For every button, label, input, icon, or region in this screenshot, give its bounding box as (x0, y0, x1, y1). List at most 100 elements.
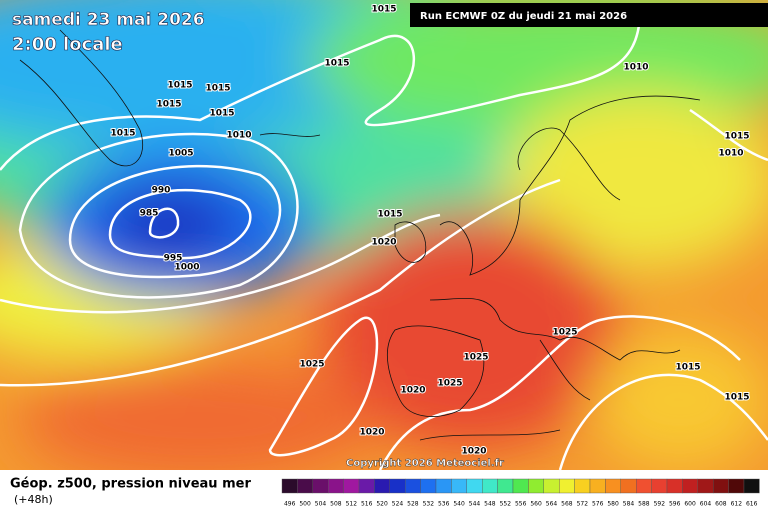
scale-swatch (589, 478, 606, 494)
scale-swatch (358, 478, 375, 494)
isobar-label: 1005 (168, 149, 193, 159)
scale-label: 600 (684, 501, 696, 508)
map-date: samedi 23 mai 2026 (12, 10, 205, 30)
isobar-label: 1025 (299, 360, 324, 370)
isobar-label: 1015 (377, 210, 402, 220)
scale-label: 596 (669, 501, 681, 508)
isobar-label: 1010 (226, 131, 251, 141)
scale-label: 616 (746, 501, 758, 508)
scale-swatch (682, 478, 699, 494)
scale-label: 580 (607, 501, 619, 508)
scale-swatch (497, 478, 514, 494)
scale-swatch (574, 478, 591, 494)
isobar-label: 1015 (675, 363, 700, 373)
scale-swatch (374, 478, 390, 494)
isobar-label: 1015 (324, 59, 349, 69)
scale-swatch (328, 478, 344, 494)
scale-label: 584 (623, 501, 635, 508)
isobar-label: 985 (140, 209, 159, 219)
scale-label: 608 (715, 501, 727, 508)
isobar-label: 1015 (167, 81, 192, 91)
scale-swatch (559, 478, 575, 494)
isobar-label: 1015 (371, 5, 396, 15)
isobar-label: 1020 (371, 238, 396, 248)
scale-label: 512 (346, 501, 358, 508)
scale-swatch (281, 478, 298, 494)
scale-label: 496 (284, 501, 296, 508)
scale-swatch (435, 478, 452, 494)
scale-swatch (466, 478, 483, 494)
scale-label: 556 (515, 501, 527, 508)
scale-label: 540 (453, 501, 465, 508)
isobar-label: 1010 (718, 149, 743, 159)
coastlines (19, 29, 701, 441)
scale-label: 520 (376, 501, 388, 508)
isobar-label: 1025 (463, 353, 488, 363)
lead-time: (+48h) (14, 493, 53, 506)
scale-swatch (651, 478, 668, 494)
copyright: Copyright 2026 Meteociel.fr (346, 458, 504, 469)
scale-swatch (297, 478, 313, 494)
isobar-label: 1015 (205, 84, 230, 94)
scale-swatch (405, 478, 421, 494)
scale-swatch (512, 478, 529, 494)
run-box (410, 3, 768, 27)
isobar-label: 1015 (209, 109, 234, 119)
scale-label: 524 (392, 501, 404, 508)
isobar-label: 1025 (437, 379, 462, 389)
scale-swatch (666, 478, 683, 494)
scale-label: 604 (700, 501, 712, 508)
scale-label: 552 (500, 501, 512, 508)
isobar-label: 1010 (623, 63, 648, 73)
scale-swatch (620, 478, 637, 494)
scale-label: 564 (546, 501, 558, 508)
legend-title: Géop. z500, pression niveau mer (10, 477, 251, 492)
isobar-label: 1000 (174, 263, 199, 273)
scale-label: 568 (561, 501, 573, 508)
isobars (0, 9, 768, 470)
scale-swatch (743, 478, 760, 494)
isobar-label: 995 (164, 254, 183, 264)
scale-label: 612 (731, 501, 743, 508)
scale-label: 560 (530, 501, 542, 508)
scale-label: 500 (299, 501, 311, 508)
scale-label: 532 (423, 501, 435, 508)
field (0, 0, 768, 470)
scale-swatch (420, 478, 437, 494)
scale-swatch (389, 478, 406, 494)
isobar-label: 1015 (156, 100, 181, 110)
scale-swatch (312, 478, 329, 494)
scale-label: 508 (330, 501, 342, 508)
scale-label: 544 (469, 501, 481, 508)
run-label: Run ECMWF 0Z du jeudi 21 mai 2026 (420, 11, 627, 22)
scale-swatch (713, 478, 729, 494)
scale-swatch (482, 478, 498, 494)
scale-swatch (728, 478, 745, 494)
scale-label: 548 (484, 501, 496, 508)
scale-swatch (605, 478, 622, 494)
scale-swatch (697, 478, 714, 494)
map-time: 2:00 locale (12, 34, 123, 55)
scale-swatch (543, 478, 560, 494)
scale-label: 528 (407, 501, 419, 508)
scale-label: 536 (438, 501, 450, 508)
isobar-label: 1025 (552, 328, 577, 338)
isobar-label: 1015 (724, 132, 749, 142)
scale-label: 576 (592, 501, 604, 508)
scale-label: 588 (638, 501, 650, 508)
scale-label: 504 (315, 501, 327, 508)
isobar-label: 1020 (400, 386, 425, 396)
isobar-label: 1020 (461, 447, 486, 457)
isobar-label: 1020 (359, 428, 384, 438)
isobar-label: 1015 (110, 129, 135, 139)
scale-swatch (451, 478, 467, 494)
scale-swatch (636, 478, 652, 494)
scale-label: 592 (654, 501, 666, 508)
scale-swatch (528, 478, 545, 494)
scale-swatch (343, 478, 360, 494)
scale-label: 516 (361, 501, 373, 508)
isobar-label: 1015 (724, 393, 749, 403)
scale-label: 572 (577, 501, 589, 508)
isobar-label: 990 (152, 186, 171, 196)
